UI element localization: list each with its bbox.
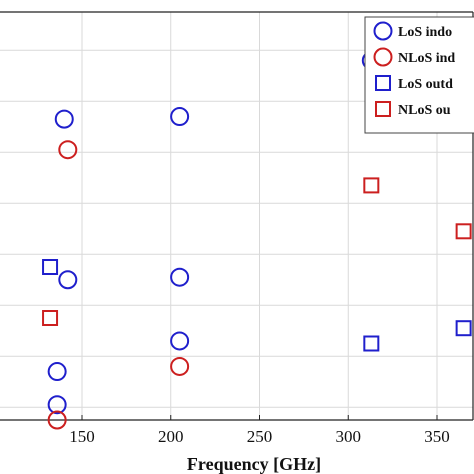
legend-label: NLoS ou (398, 103, 451, 118)
data-point-square (363, 177, 380, 194)
data-point-square (363, 335, 380, 352)
data-point-circle (58, 140, 78, 160)
data-point-square (455, 223, 472, 240)
legend: LoS indo NLoS ind LoS outd NLoS ou (364, 16, 474, 134)
x-tick-labels: 150 200 250 300 350 (69, 427, 450, 446)
legend-label: LoS outd (398, 77, 453, 92)
data-point-circle (47, 395, 67, 415)
data-point-square (455, 320, 472, 337)
data-point-circle (47, 362, 67, 382)
data-point-circle (58, 270, 78, 290)
data-point-circle (170, 107, 190, 127)
x-tick-label: 150 (69, 427, 95, 446)
x-tick-label: 200 (158, 427, 184, 446)
data-point-circle (170, 331, 190, 351)
data-point-circle (170, 356, 190, 376)
legend-label: NLoS ind (398, 51, 455, 66)
grid-lines (0, 12, 473, 420)
data-point-circle (54, 109, 74, 129)
data-points (42, 50, 472, 430)
data-point-circle (170, 267, 190, 287)
legend-marker (373, 47, 393, 67)
x-axis-label: Frequency [GHz] (187, 454, 321, 474)
legend-marker (375, 75, 391, 91)
legend-marker (375, 101, 391, 117)
data-point-square (42, 310, 59, 326)
x-tick-label: 300 (336, 427, 362, 446)
axes (0, 11, 474, 421)
legend-label: LoS indo (398, 25, 452, 40)
data-point-square (42, 259, 59, 275)
data-point-circle (47, 410, 67, 430)
x-tick-label: 350 (424, 427, 450, 446)
x-tick-label: 250 (247, 427, 273, 446)
legend-marker (373, 21, 393, 41)
